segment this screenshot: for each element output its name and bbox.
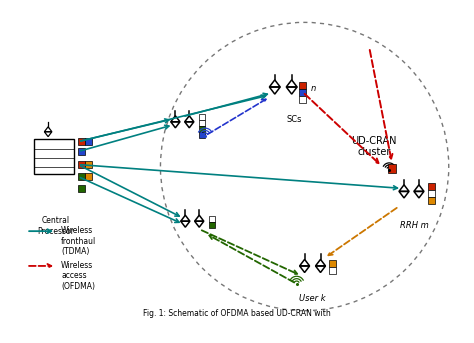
Bar (428, 184, 435, 190)
Text: Central
Processor: Central Processor (37, 216, 74, 236)
Bar (85, 173, 92, 180)
Bar (78, 138, 85, 145)
Text: User k: User k (299, 294, 326, 303)
Bar (199, 126, 205, 132)
Bar (34, 139, 74, 175)
Text: Wireless
fronthaul
(TDMA): Wireless fronthaul (TDMA) (61, 226, 96, 256)
Bar (209, 216, 215, 222)
Text: Wireless
access
(OFDMA): Wireless access (OFDMA) (61, 261, 95, 291)
Bar (299, 96, 306, 103)
Bar (78, 173, 85, 180)
Bar (85, 161, 92, 168)
Text: Fig. 1: Schematic of OFDMA based UD-CRAN with: Fig. 1: Schematic of OFDMA based UD-CRAN… (143, 309, 331, 318)
Bar (199, 132, 205, 138)
Text: SCs: SCs (287, 115, 302, 124)
Bar (428, 190, 435, 197)
Bar (428, 197, 435, 204)
Bar (199, 114, 205, 120)
Bar (329, 267, 336, 274)
Text: RRH m: RRH m (400, 221, 428, 230)
Bar (209, 222, 215, 228)
Bar (78, 185, 85, 192)
Bar (299, 82, 306, 89)
Bar (85, 138, 92, 145)
Bar (388, 164, 396, 174)
Bar (78, 161, 85, 168)
Text: UD-CRAN
cluster: UD-CRAN cluster (351, 136, 397, 157)
Bar (78, 148, 85, 155)
Bar (329, 260, 336, 267)
Bar (199, 120, 205, 126)
Text: n: n (310, 84, 316, 94)
Bar (299, 89, 306, 96)
